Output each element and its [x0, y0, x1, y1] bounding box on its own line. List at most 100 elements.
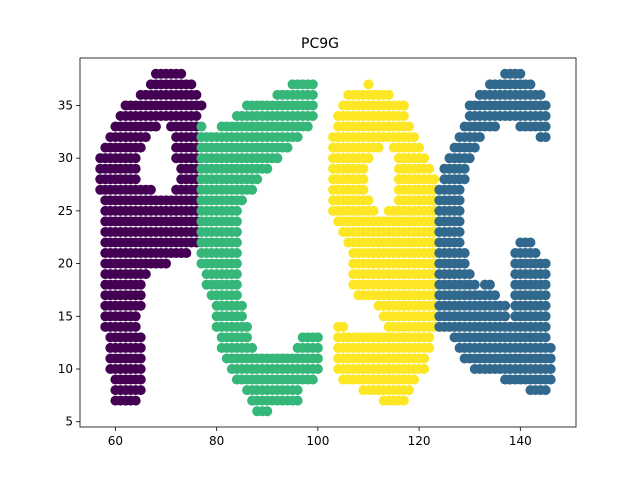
data-point	[540, 100, 551, 111]
data-point	[302, 121, 313, 132]
data-point	[368, 205, 379, 216]
data-point	[525, 237, 536, 248]
data-point	[459, 163, 470, 174]
data-point	[247, 184, 258, 195]
data-point	[363, 153, 374, 164]
data-point	[282, 142, 293, 153]
data-point	[419, 353, 430, 364]
x-tick-label: 100	[306, 434, 329, 448]
data-point	[419, 153, 430, 164]
data-point	[540, 110, 551, 121]
data-point	[196, 121, 207, 132]
data-point	[419, 364, 430, 375]
data-point	[403, 121, 414, 132]
data-point	[236, 300, 247, 311]
data-point	[454, 237, 465, 248]
data-point	[140, 269, 151, 280]
data-point	[231, 279, 242, 290]
data-point	[540, 279, 551, 290]
data-point	[231, 258, 242, 269]
data-point	[150, 121, 161, 132]
data-point	[545, 374, 556, 385]
data-point	[500, 300, 511, 311]
series-P	[95, 68, 207, 406]
data-point	[454, 226, 465, 237]
chart-title: PC9G	[301, 36, 339, 52]
data-point	[540, 385, 551, 396]
data-point	[242, 321, 253, 332]
data-point	[424, 332, 435, 343]
axes-layer: 60 80 100 120 140 5 10 15 20 25 30 35	[58, 57, 577, 448]
data-point	[540, 269, 551, 280]
data-point	[135, 300, 146, 311]
data-point	[181, 248, 192, 259]
data-point	[272, 153, 283, 164]
data-point	[398, 110, 409, 121]
data-point	[231, 290, 242, 301]
data-point	[414, 142, 425, 153]
y-tick-label: 5	[65, 415, 73, 429]
data-point	[490, 290, 501, 301]
data-point	[135, 353, 146, 364]
data-point	[459, 174, 470, 185]
data-point	[312, 364, 323, 375]
points-layer	[95, 68, 556, 417]
data-point	[130, 395, 141, 406]
data-point	[540, 311, 551, 322]
data-point	[135, 332, 146, 343]
data-point	[186, 79, 197, 90]
x-tick-label: 60	[108, 434, 123, 448]
data-point	[307, 79, 318, 90]
data-point	[312, 342, 323, 353]
data-point	[161, 258, 172, 269]
data-point	[312, 332, 323, 343]
data-point	[191, 110, 202, 121]
data-point	[135, 142, 146, 153]
data-point	[140, 132, 151, 143]
data-point	[469, 279, 480, 290]
data-point	[540, 132, 551, 143]
data-point	[135, 279, 146, 290]
data-point	[231, 248, 242, 259]
data-point	[454, 205, 465, 216]
y-tick-label: 35	[58, 98, 73, 112]
data-point	[459, 248, 470, 259]
data-point	[459, 258, 470, 269]
data-point	[135, 364, 146, 375]
data-point	[424, 163, 435, 174]
data-point	[236, 195, 247, 206]
data-point	[307, 110, 318, 121]
data-point	[307, 374, 318, 385]
data-point	[292, 132, 303, 143]
data-point	[196, 100, 207, 111]
data-point	[176, 68, 187, 79]
data-point	[135, 385, 146, 396]
data-point	[474, 132, 485, 143]
data-point	[454, 184, 465, 195]
data-point	[130, 163, 141, 174]
data-point	[135, 374, 146, 385]
data-point	[338, 321, 349, 332]
data-point	[145, 184, 156, 195]
data-point	[530, 248, 541, 259]
data-point	[292, 385, 303, 396]
data-point	[247, 342, 258, 353]
data-point	[292, 395, 303, 406]
data-point	[540, 290, 551, 301]
data-point	[500, 311, 511, 322]
data-point	[464, 153, 475, 164]
data-point	[358, 163, 369, 174]
data-point	[535, 89, 546, 100]
data-point	[540, 121, 551, 132]
data-point	[515, 68, 526, 79]
data-point	[363, 79, 374, 90]
data-point	[540, 300, 551, 311]
data-point	[307, 100, 318, 111]
series-G	[434, 68, 556, 396]
plot-frame	[79, 57, 577, 428]
x-tick-label: 80	[209, 434, 224, 448]
data-point	[464, 269, 475, 280]
series-9	[328, 79, 440, 406]
y-tick-label: 10	[58, 362, 73, 376]
